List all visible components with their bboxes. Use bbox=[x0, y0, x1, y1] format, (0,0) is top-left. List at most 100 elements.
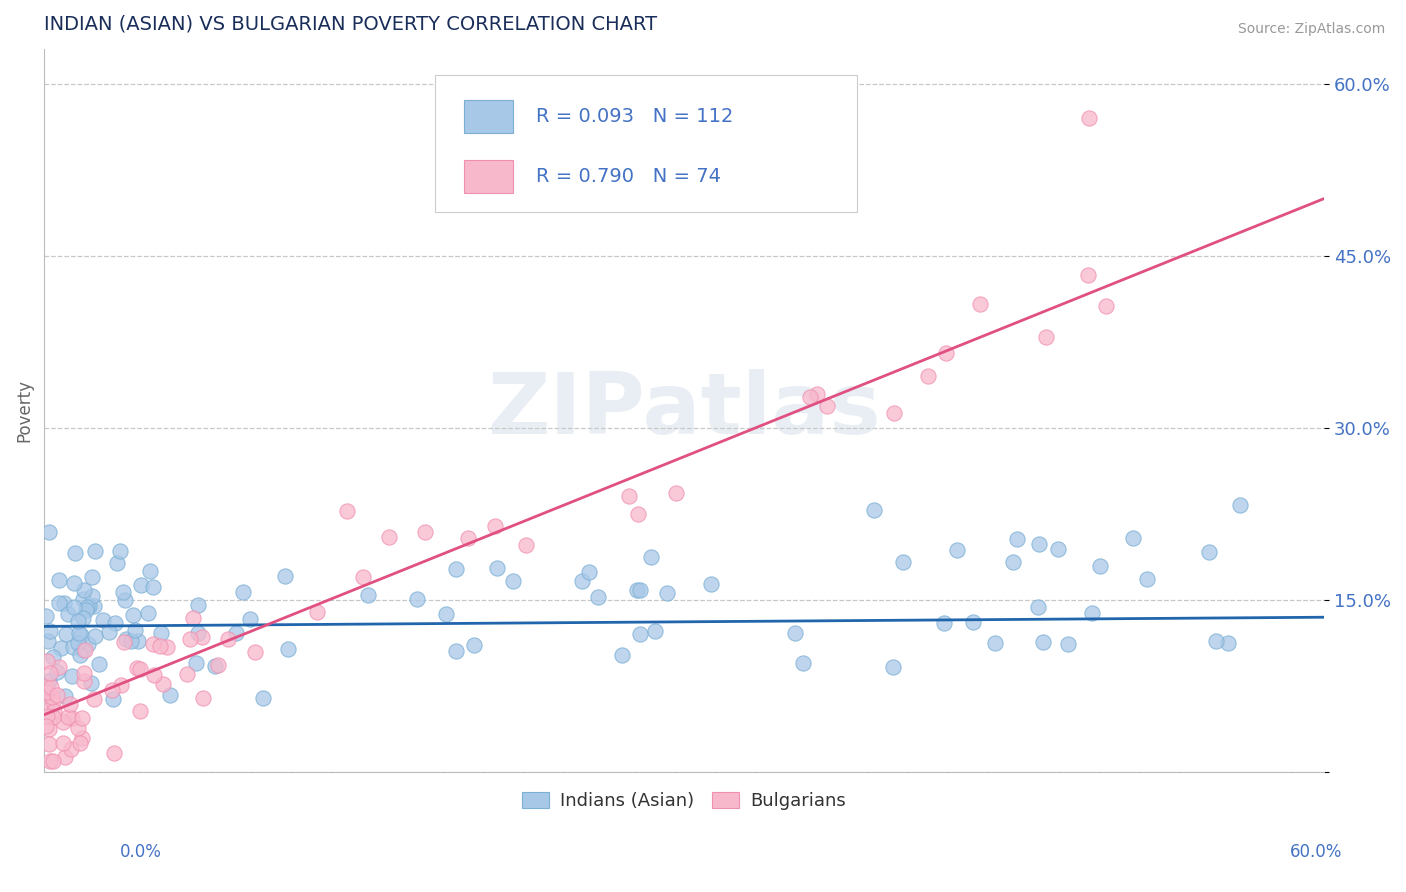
Point bbox=[628, 627, 651, 641]
Point bbox=[42, 710, 65, 724]
Point bbox=[515, 538, 537, 552]
Point bbox=[91, 613, 114, 627]
Point bbox=[176, 666, 198, 681]
Point bbox=[357, 588, 380, 602]
Point bbox=[80, 589, 103, 603]
Y-axis label: Poverty: Poverty bbox=[15, 379, 32, 442]
Point bbox=[35, 688, 58, 702]
Point bbox=[73, 583, 96, 598]
Point bbox=[70, 711, 93, 725]
Point bbox=[665, 486, 688, 500]
Point bbox=[578, 565, 600, 579]
Point bbox=[486, 561, 509, 575]
Point bbox=[179, 632, 201, 646]
Point bbox=[962, 615, 984, 630]
Point bbox=[35, 654, 58, 668]
Point bbox=[1005, 532, 1028, 546]
Point bbox=[984, 636, 1007, 650]
Point bbox=[406, 591, 429, 606]
Point bbox=[60, 742, 83, 756]
Point bbox=[610, 648, 633, 663]
Point bbox=[101, 691, 124, 706]
Point bbox=[83, 692, 105, 706]
Point bbox=[63, 546, 86, 560]
Point bbox=[129, 662, 152, 676]
Point bbox=[627, 507, 650, 521]
Point bbox=[184, 656, 207, 670]
Point bbox=[277, 641, 299, 656]
Point bbox=[35, 608, 58, 623]
Point bbox=[217, 632, 239, 646]
Point bbox=[39, 624, 62, 638]
Point bbox=[59, 697, 82, 711]
Text: ZIPatlas: ZIPatlas bbox=[488, 369, 882, 452]
Point bbox=[38, 524, 60, 539]
Point bbox=[37, 696, 59, 710]
Point bbox=[52, 714, 75, 729]
Text: R = 0.093   N = 112: R = 0.093 N = 112 bbox=[536, 107, 733, 126]
Point bbox=[891, 555, 914, 569]
Point bbox=[115, 632, 138, 646]
Point bbox=[1001, 555, 1024, 569]
Point bbox=[73, 665, 96, 680]
Point bbox=[352, 570, 374, 584]
Point bbox=[187, 626, 209, 640]
Point bbox=[48, 596, 70, 610]
Point bbox=[463, 638, 485, 652]
Point bbox=[63, 576, 86, 591]
Point bbox=[56, 710, 79, 724]
Point bbox=[444, 644, 467, 658]
Point bbox=[124, 623, 146, 637]
Point bbox=[273, 568, 295, 582]
Point bbox=[42, 649, 65, 664]
Point bbox=[336, 503, 359, 517]
Point bbox=[305, 605, 328, 619]
Point bbox=[1122, 531, 1144, 545]
Point bbox=[70, 628, 93, 642]
Point bbox=[125, 661, 148, 675]
Point bbox=[38, 723, 60, 737]
Point bbox=[66, 722, 89, 736]
Point bbox=[1026, 599, 1049, 614]
Point bbox=[815, 399, 838, 413]
Point bbox=[69, 736, 91, 750]
Point bbox=[62, 640, 84, 654]
Point bbox=[80, 570, 103, 584]
Point bbox=[38, 665, 60, 680]
Point bbox=[141, 637, 163, 651]
Point bbox=[152, 677, 174, 691]
Point bbox=[35, 719, 58, 733]
Point bbox=[84, 629, 107, 643]
Point bbox=[159, 688, 181, 702]
Point bbox=[1095, 299, 1118, 313]
Point bbox=[53, 596, 76, 610]
Point bbox=[1081, 607, 1104, 621]
Point bbox=[806, 387, 828, 401]
Point bbox=[127, 633, 149, 648]
Point bbox=[112, 635, 135, 649]
Point bbox=[1057, 637, 1080, 651]
Point bbox=[70, 731, 93, 745]
Point bbox=[39, 680, 62, 694]
Point bbox=[62, 599, 84, 614]
Point bbox=[80, 676, 103, 690]
Point bbox=[100, 682, 122, 697]
FancyBboxPatch shape bbox=[434, 75, 856, 212]
Text: 60.0%: 60.0% bbox=[1291, 843, 1343, 861]
Point bbox=[1218, 636, 1240, 650]
Point bbox=[571, 574, 593, 589]
Point bbox=[149, 626, 172, 640]
Point bbox=[191, 631, 214, 645]
Point bbox=[142, 580, 165, 594]
Point bbox=[73, 674, 96, 689]
Point bbox=[77, 637, 100, 651]
Point bbox=[783, 626, 806, 640]
Point bbox=[586, 591, 609, 605]
Point bbox=[60, 711, 83, 725]
Point bbox=[53, 689, 76, 703]
Point bbox=[35, 709, 58, 723]
Point bbox=[413, 524, 436, 539]
Point bbox=[378, 530, 401, 544]
Point bbox=[72, 643, 94, 657]
Point bbox=[41, 690, 63, 705]
